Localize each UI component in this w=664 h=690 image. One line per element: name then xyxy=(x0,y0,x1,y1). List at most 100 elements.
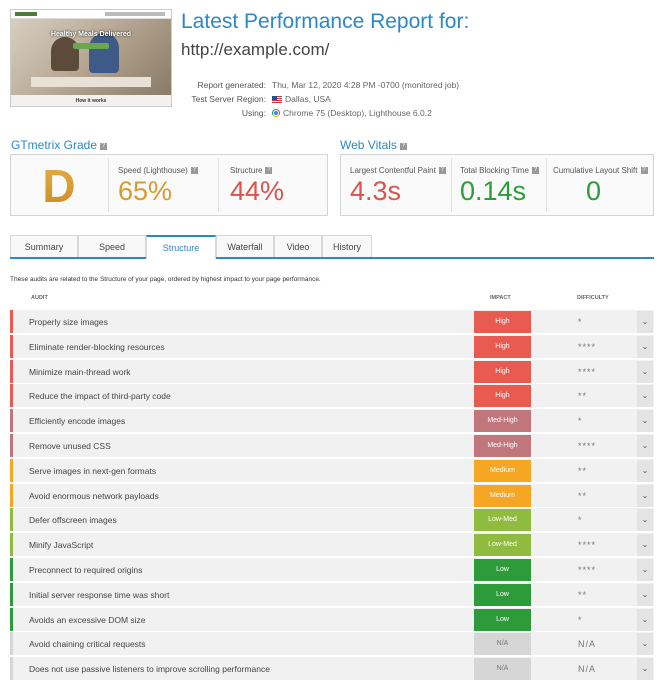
chevron-down-icon[interactable]: ⌄ xyxy=(637,559,653,581)
audit-row[interactable]: Minify JavaScript Low-Med **** ⌄ xyxy=(10,532,654,557)
audit-name: Reduce the impact of third-party code xyxy=(29,391,171,402)
impact-indicator xyxy=(10,384,13,408)
chevron-down-icon[interactable]: ⌄ xyxy=(637,435,653,457)
impact-badge: Med-High xyxy=(474,435,531,457)
divider xyxy=(546,158,547,212)
thumbnail-navbar xyxy=(11,10,171,19)
chevron-down-icon[interactable]: ⌄ xyxy=(637,583,653,606)
impact-badge: Low-Med xyxy=(474,534,531,557)
impact-badge: Low xyxy=(474,608,531,631)
chevron-down-icon[interactable]: ⌄ xyxy=(637,509,653,532)
chevron-down-icon[interactable]: ⌄ xyxy=(637,360,653,383)
tab-structure[interactable]: Structure xyxy=(146,235,216,259)
tab-summary[interactable]: Summary xyxy=(10,235,78,257)
audit-row[interactable]: Initial server response time was short Lo… xyxy=(10,581,654,606)
chevron-down-icon[interactable]: ⌄ xyxy=(637,484,653,507)
vitals-panel xyxy=(340,154,654,216)
help-icon[interactable]: ? xyxy=(640,167,648,174)
audit-name: Remove unused CSS xyxy=(29,441,111,451)
audit-name: Avoid enormous network payloads xyxy=(29,490,159,501)
meta-label-using: Using: xyxy=(241,108,266,118)
chevron-down-icon[interactable]: ⌄ xyxy=(637,311,653,333)
audit-row[interactable]: Avoid enormous network payloads Medium ** ⌄ xyxy=(10,482,654,507)
column-difficulty: DIFFICULTY xyxy=(577,295,609,301)
page-title: Latest Performance Report for: xyxy=(181,10,470,33)
vitals-heading-text: Web Vitals xyxy=(340,138,397,152)
chevron-down-icon[interactable]: ⌄ xyxy=(637,608,653,631)
impact-indicator xyxy=(10,558,13,581)
impact-badge: Med-High xyxy=(474,410,531,433)
grade-heading-text: GTmetrix Grade xyxy=(11,138,98,152)
divider xyxy=(108,158,109,212)
audit-row[interactable]: Reduce the impact of third-party code Hig… xyxy=(10,383,654,408)
audit-row[interactable]: Defer offscreen images Low-Med * ⌄ xyxy=(10,507,654,532)
audit-row[interactable]: Avoids an excessive DOM size Low * ⌄ xyxy=(10,606,654,631)
difficulty-rating: **** xyxy=(578,565,597,575)
structure-value: 44% xyxy=(230,176,285,206)
thumbnail-cta xyxy=(73,43,109,49)
help-icon[interactable]: ? xyxy=(531,167,539,174)
audit-row[interactable]: Minimize main-thread work High **** ⌄ xyxy=(10,358,654,383)
divider xyxy=(218,158,219,212)
audit-row[interactable]: Preconnect to required origins Low **** ⌄ xyxy=(10,557,654,581)
impact-indicator xyxy=(10,582,13,606)
tab-history[interactable]: History xyxy=(322,235,372,257)
meta-label-region: Test Server Region: xyxy=(191,94,266,104)
difficulty-rating: **** xyxy=(578,441,597,451)
chevron-down-icon[interactable]: ⌄ xyxy=(637,633,653,656)
chrome-icon xyxy=(272,109,280,117)
chevron-down-icon[interactable]: ⌄ xyxy=(637,534,653,557)
column-impact: IMPACT xyxy=(490,295,511,301)
impact-indicator xyxy=(10,533,13,557)
audit-row[interactable]: Efficiently encode images Med-High * ⌄ xyxy=(10,408,654,433)
audit-row[interactable]: Remove unused CSS Med-High **** ⌄ xyxy=(10,433,654,457)
difficulty-rating: * xyxy=(578,317,583,327)
meta-label-generated: Report generated: xyxy=(197,80,266,90)
chevron-down-icon[interactable]: ⌄ xyxy=(637,658,653,681)
impact-indicator xyxy=(10,632,13,656)
help-icon[interactable]: ? xyxy=(399,143,407,150)
us-flag-icon xyxy=(272,96,282,103)
report-url[interactable]: http://example.com/ xyxy=(181,40,330,59)
impact-badge: Medium xyxy=(474,484,531,507)
help-icon[interactable]: ? xyxy=(265,167,273,174)
audit-name: Minify JavaScript xyxy=(29,540,94,551)
help-icon[interactable]: ? xyxy=(438,167,446,174)
tab-waterfall[interactable]: Waterfall xyxy=(216,235,274,257)
help-icon[interactable]: ? xyxy=(190,167,198,174)
meta-region: Dallas, USA xyxy=(272,94,331,104)
audit-row[interactable]: Does not use passive listeners to improv… xyxy=(10,656,654,681)
cls-value: 0 xyxy=(586,176,602,206)
audit-row[interactable]: Properly size images High * ⌄ xyxy=(10,309,654,333)
page-screenshot-thumbnail[interactable]: Healthy Meals Delivered How it works xyxy=(10,9,172,107)
chevron-down-icon[interactable]: ⌄ xyxy=(637,459,653,482)
meta-value-using: Chrome 75 (Desktop), Lighthouse 6.0.2 xyxy=(283,108,432,118)
report-tabs: Summary Speed Structure Waterfall Video … xyxy=(10,235,654,259)
impact-badge: N/A xyxy=(474,633,531,656)
impact-indicator xyxy=(10,483,13,507)
audit-name: Properly size images xyxy=(29,317,108,327)
audit-name: Initial server response time was short xyxy=(29,589,170,600)
difficulty-rating: **** xyxy=(578,341,597,352)
difficulty-rating: ** xyxy=(578,465,588,476)
chevron-down-icon[interactable]: ⌄ xyxy=(637,410,653,433)
tab-video[interactable]: Video xyxy=(274,235,322,257)
audit-row[interactable]: Avoid chaining critical requests N/A N/A ⌄ xyxy=(10,631,654,656)
meta-value-generated: Thu, Mar 12, 2020 4:28 PM -0700 (monitor… xyxy=(272,80,460,90)
chevron-down-icon[interactable]: ⌄ xyxy=(637,385,653,408)
tab-speed[interactable]: Speed xyxy=(78,235,146,257)
meta-using: Chrome 75 (Desktop), Lighthouse 6.0.2 xyxy=(272,108,432,118)
thumbnail-table xyxy=(31,77,151,87)
help-icon[interactable]: ? xyxy=(100,143,108,150)
audit-name: Does not use passive listeners to improv… xyxy=(29,664,270,675)
difficulty-rating: * xyxy=(578,515,583,526)
column-audit: AUDIT xyxy=(31,295,48,301)
impact-badge: Medium xyxy=(474,459,531,482)
audit-row[interactable]: Eliminate render-blocking resources High *… xyxy=(10,333,654,358)
difficulty-rating: N/A xyxy=(578,639,597,650)
audit-name: Serve images in next-gen formats xyxy=(29,465,157,476)
audit-row[interactable]: Serve images in next-gen formats Medium **… xyxy=(10,457,654,482)
impact-badge: Low xyxy=(474,583,531,606)
chevron-down-icon[interactable]: ⌄ xyxy=(637,335,653,358)
impact-indicator xyxy=(10,334,13,358)
